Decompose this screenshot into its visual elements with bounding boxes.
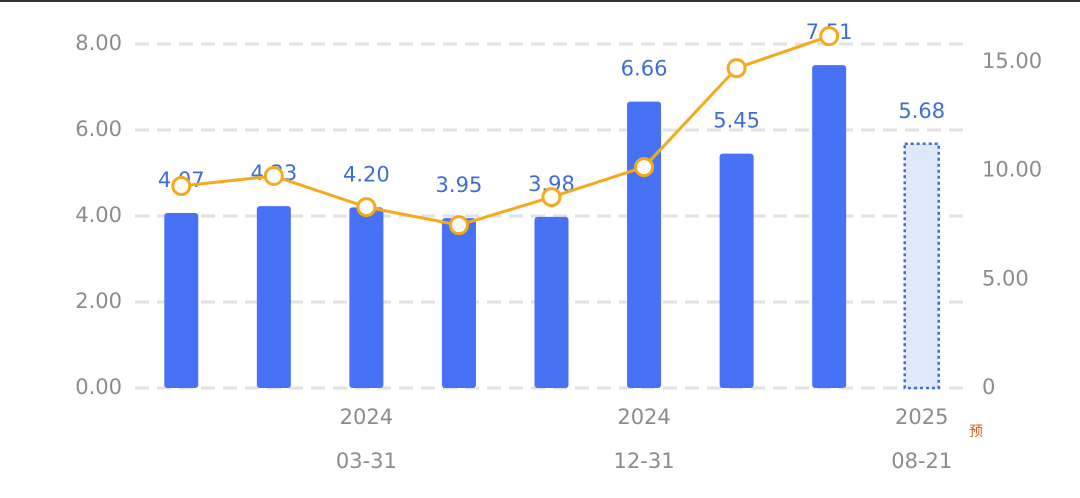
line-point (171, 175, 192, 196)
y2-tick-label: 15.00 (982, 49, 1042, 73)
line-point (263, 165, 284, 186)
y-tick-label: 2.00 (75, 289, 122, 313)
bar (627, 101, 662, 389)
x-tick-label: 12-31 (614, 449, 675, 473)
value-label: 5.68 (898, 99, 945, 123)
line (181, 34, 830, 227)
forecast-marker: 预 (969, 424, 983, 440)
forecast-bar (903, 142, 940, 390)
x-tick-label: 2024 (340, 405, 393, 429)
line-point (634, 157, 655, 178)
x-tick-label: 2024 (617, 405, 670, 429)
line-point (541, 187, 562, 208)
line-point (726, 58, 747, 79)
y2-tick-label: 0 (982, 375, 995, 399)
bar (719, 153, 754, 388)
bar (164, 212, 199, 388)
line-point (448, 215, 469, 236)
bar (534, 216, 569, 388)
y2-tick-label: 10.00 (982, 158, 1042, 182)
y-tick-label: 8.00 (75, 31, 122, 55)
bar (441, 218, 476, 388)
y-tick-label: 4.00 (75, 203, 122, 227)
bar (812, 65, 847, 388)
bar (256, 206, 291, 388)
line-point (819, 26, 840, 47)
x-tick-label: 2025 (895, 405, 948, 429)
y2-tick-label: 5.00 (982, 266, 1029, 290)
y-tick-label: 6.00 (75, 117, 122, 141)
x-tick-label: 08-21 (891, 449, 952, 473)
bar (349, 207, 384, 388)
x-tick-label: 03-31 (336, 449, 397, 473)
line-point (356, 197, 377, 218)
y-tick-label: 0.00 (75, 375, 122, 399)
value-label: 6.66 (621, 57, 668, 81)
value-label: 4.20 (343, 162, 390, 186)
value-label: 5.45 (713, 109, 760, 133)
value-label: 3.95 (436, 173, 483, 197)
